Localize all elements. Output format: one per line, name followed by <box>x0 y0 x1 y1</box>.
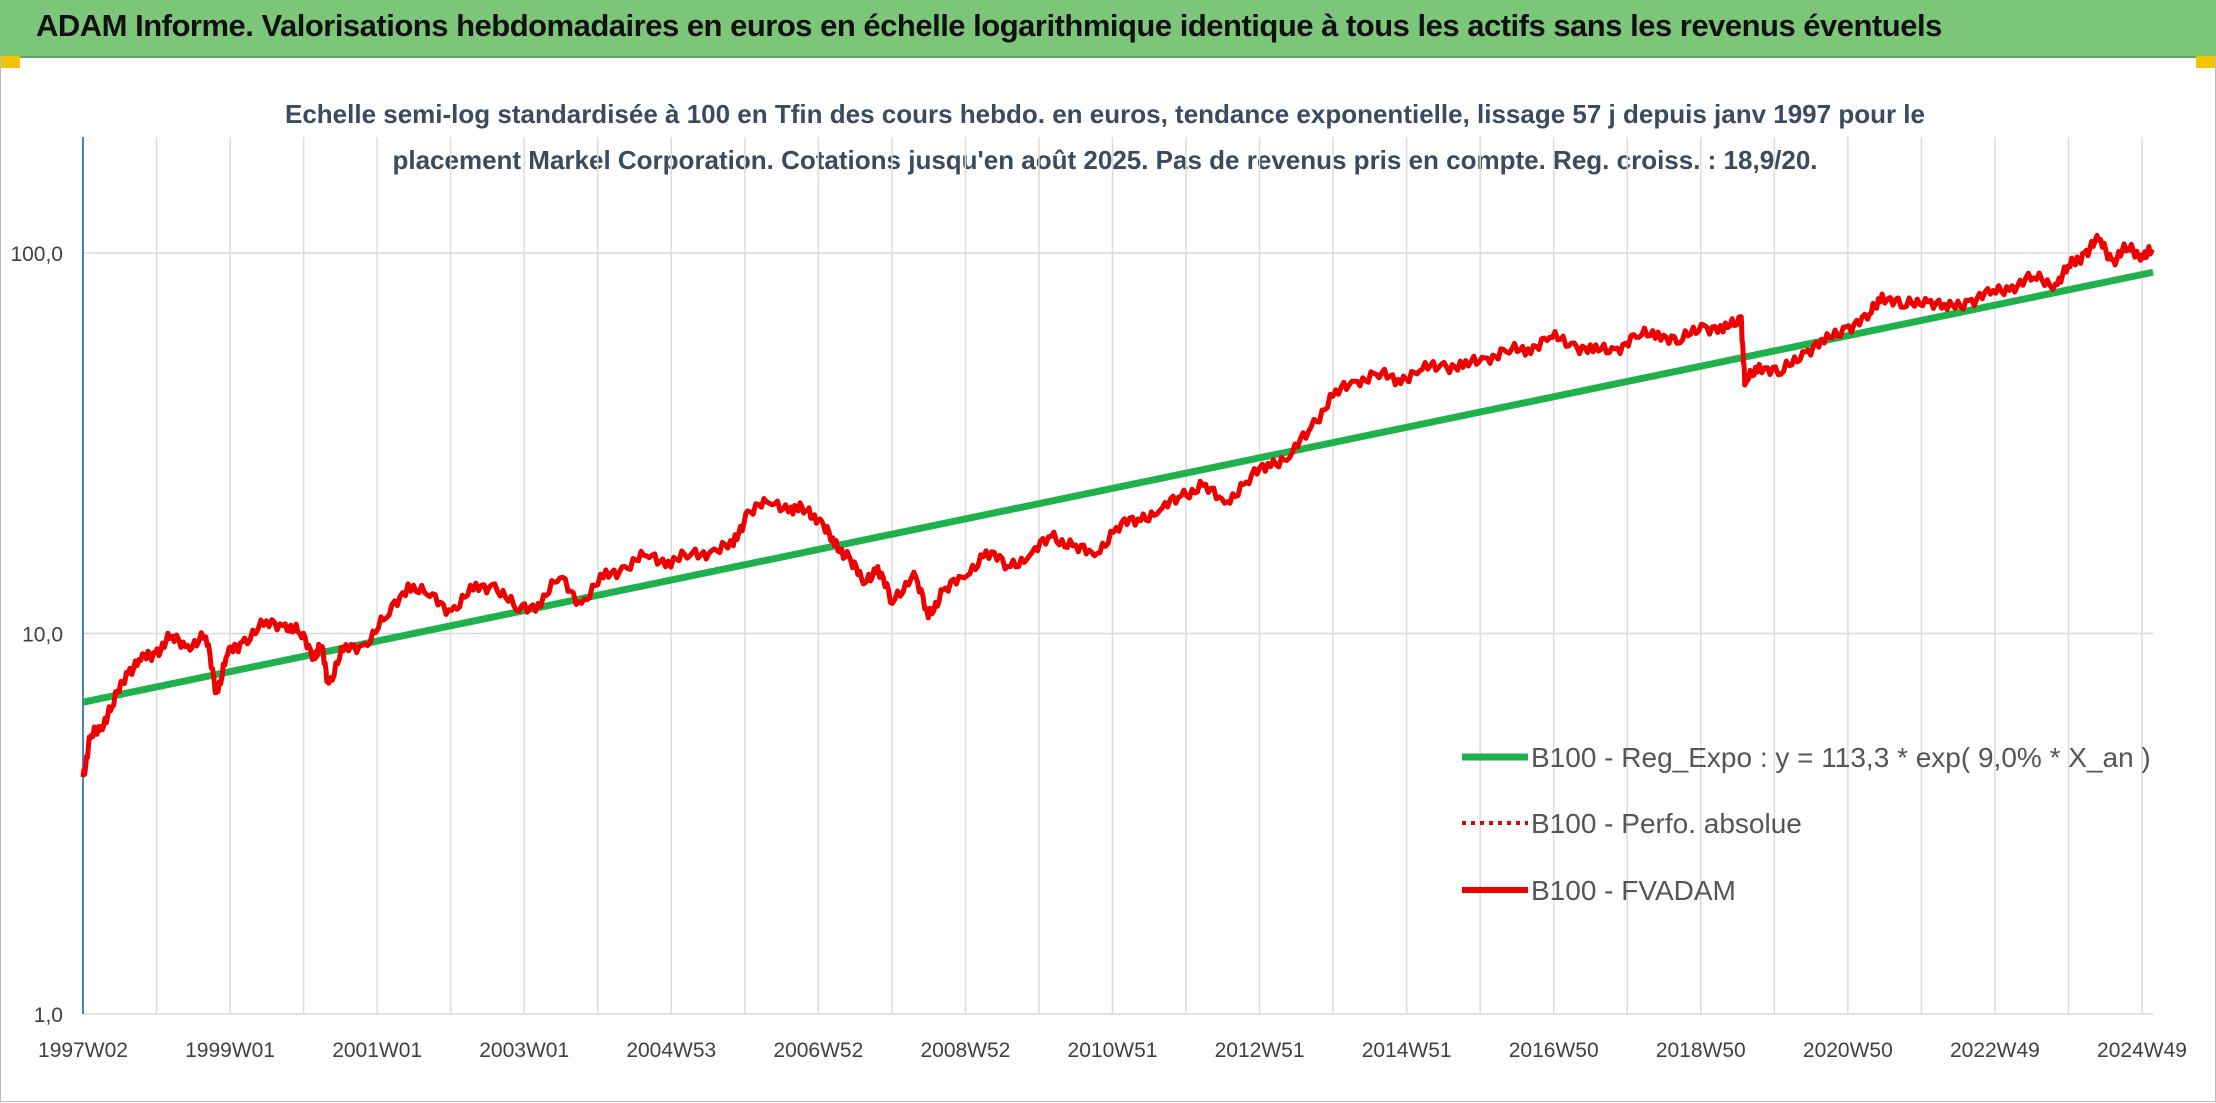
x-tick-label: 2014W51 <box>1362 1039 1452 1062</box>
x-tick-label: 2012W51 <box>1215 1039 1305 1062</box>
corner-marker-left <box>0 56 20 68</box>
x-tick-label: 2016W50 <box>1509 1039 1599 1062</box>
legend-label: B100 - Reg_Expo : y = 113,3 * exp( 9,0% … <box>1531 742 2151 773</box>
x-tick-label: 2022W49 <box>1950 1039 2040 1062</box>
x-tick-label: 2003W01 <box>479 1039 569 1062</box>
x-tick-label: 2006W52 <box>773 1039 863 1062</box>
y-axis-ticks: 1,0 10,0 100,0 <box>10 243 63 1027</box>
legend-label: B100 - Perfo. absolue <box>1531 808 1802 839</box>
x-tick-label: 2001W01 <box>332 1039 422 1062</box>
x-axis-ticks: 1997W02 1999W01 2001W01 2003W01 2004W53 2006W… <box>38 1039 2187 1062</box>
series-layer <box>80 232 2155 778</box>
x-tick-label: 1999W01 <box>185 1039 275 1062</box>
x-tick-label: 1997W02 <box>38 1039 128 1062</box>
legend-label: B100 - FVADAM <box>1531 875 1736 906</box>
x-tick-label: 2010W51 <box>1068 1039 1158 1062</box>
y-tick-label: 100,0 <box>10 243 63 266</box>
x-tick-label: 2004W53 <box>626 1039 716 1062</box>
page-title: ADAM Informe. Valorisations hebdomadaire… <box>36 8 1942 43</box>
series-line-reg-expo <box>82 268 2154 706</box>
header-bar: ADAM Informe. Valorisations hebdomadaire… <box>0 0 2216 58</box>
chart-subtitle-line1: Echelle semi-log standardisée à 100 en T… <box>285 99 1925 129</box>
x-tick-label: 2024W49 <box>2097 1039 2187 1062</box>
series-line-fvadam <box>80 232 2155 778</box>
grid <box>83 137 2153 1015</box>
y-tick-label: 1,0 <box>34 1004 63 1027</box>
y-tick-label: 10,0 <box>22 624 63 647</box>
chart-subtitle-line2: placement Markel Corporation. Cotations … <box>392 145 1817 175</box>
legend: B100 - Reg_Expo : y = 113,3 * exp( 9,0% … <box>1462 742 2151 906</box>
x-tick-label: 2020W50 <box>1803 1039 1893 1062</box>
corner-marker-right <box>2196 56 2216 68</box>
x-tick-label: 2008W52 <box>920 1039 1010 1062</box>
x-tick-label: 2018W50 <box>1656 1039 1746 1062</box>
